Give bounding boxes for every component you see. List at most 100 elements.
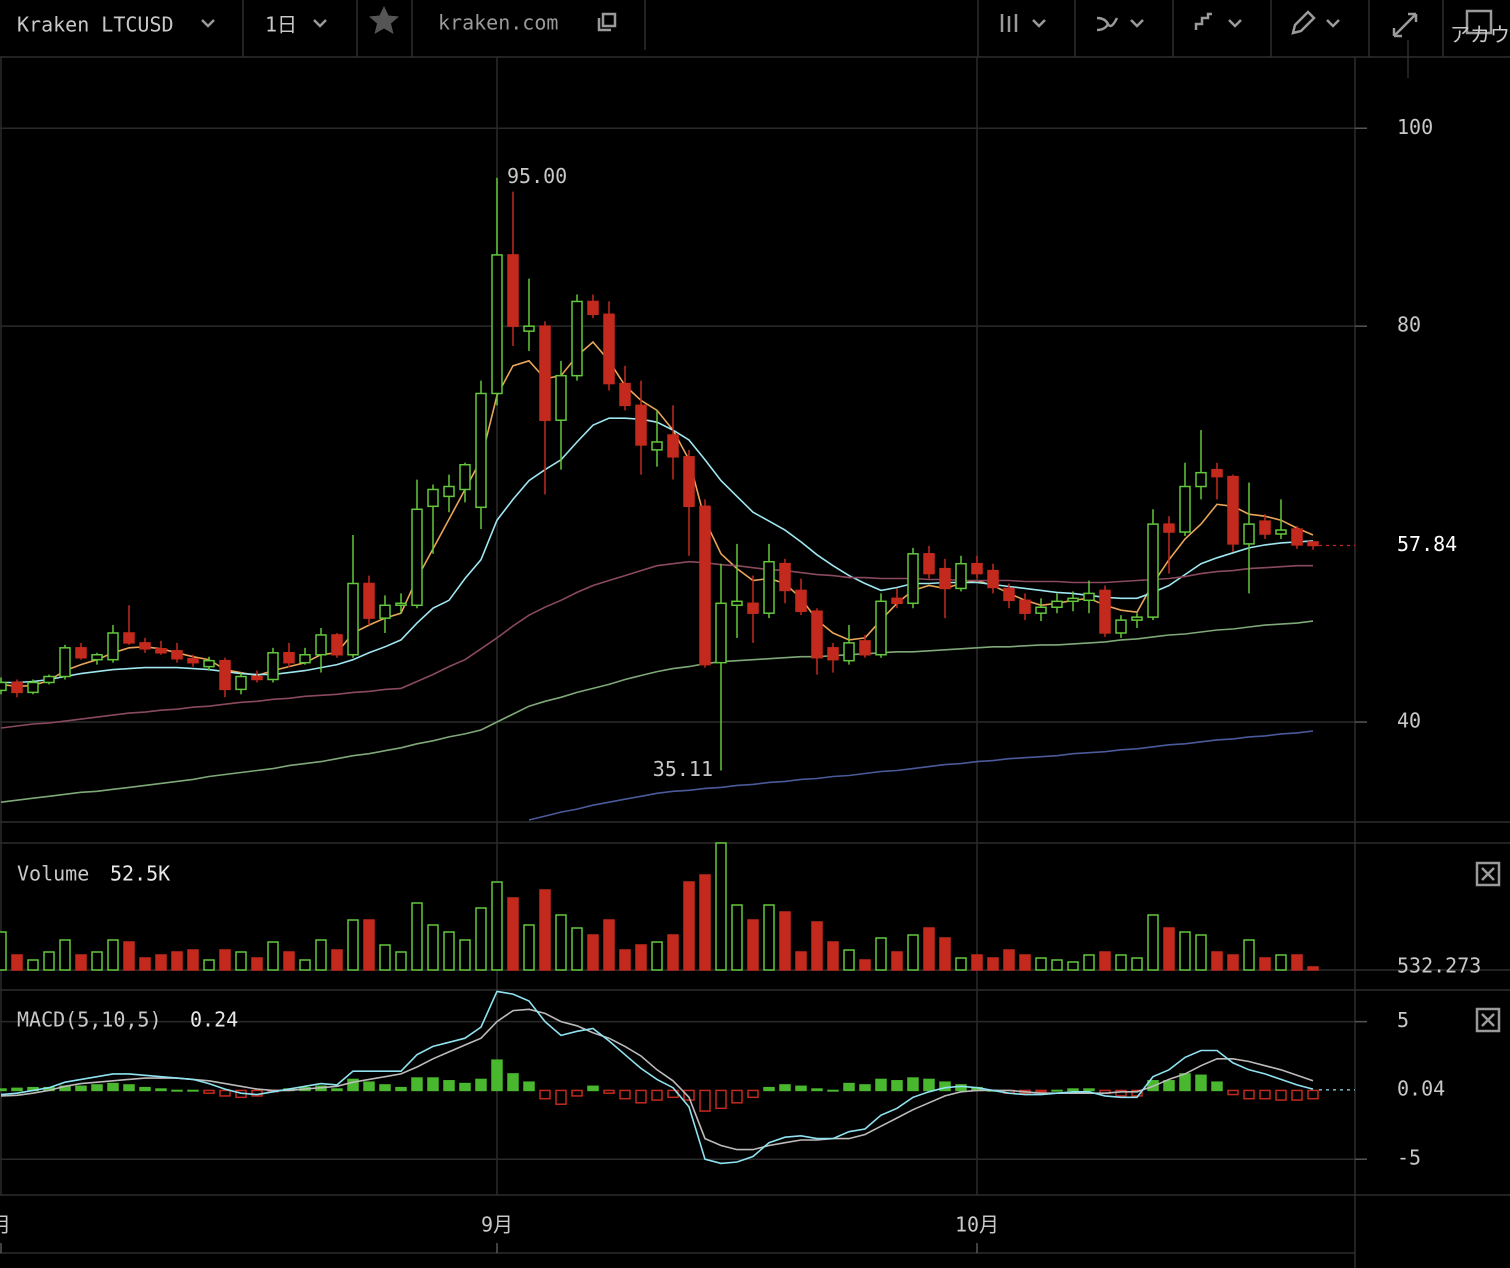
- histogram-bar: [347, 1078, 359, 1092]
- candle-body: [603, 313, 615, 385]
- candle-body: [523, 325, 535, 332]
- candle-body: [555, 374, 567, 421]
- interval-selector[interactable]: 1日: [265, 13, 297, 37]
- candle-body: [811, 610, 823, 659]
- candle-body: [1083, 592, 1095, 602]
- candle-body: [1291, 528, 1303, 546]
- volume-bar: [1307, 966, 1319, 971]
- volume-bar: [907, 934, 919, 971]
- histogram-bar: [699, 1089, 711, 1112]
- candle-body: [347, 582, 359, 656]
- volume-bar: [75, 954, 87, 971]
- moving-average-line: [0, 340, 1314, 688]
- histogram-bar: [1211, 1081, 1223, 1092]
- candle-body: [171, 650, 183, 660]
- candle-body: [1179, 485, 1191, 533]
- candle-body: [187, 657, 199, 664]
- last-price-label: 57.84: [1397, 532, 1457, 556]
- candle-body: [1003, 587, 1015, 602]
- symbol-dropdown-icon[interactable]: [201, 19, 215, 28]
- fullscreen-button[interactable]: [1392, 12, 1418, 38]
- volume-bar: [123, 941, 135, 971]
- candle-body: [1019, 599, 1031, 614]
- candle-body: [971, 562, 983, 575]
- histogram-bar: [171, 1089, 183, 1092]
- candle-body: [1131, 616, 1143, 621]
- histogram-bar: [523, 1081, 535, 1092]
- candle-body: [907, 553, 919, 605]
- candle-body: [539, 325, 551, 421]
- compare-button[interactable]: [1194, 12, 1242, 30]
- volume-bar: [1227, 954, 1239, 971]
- histogram-bar: [923, 1078, 935, 1092]
- candle-body: [635, 404, 647, 446]
- favorite-star[interactable]: [369, 6, 399, 34]
- interval-dropdown-icon[interactable]: [313, 19, 327, 28]
- chart-style-button[interactable]: [1000, 14, 1046, 32]
- histogram-bar: [1275, 1089, 1287, 1101]
- histogram-bar: [91, 1084, 103, 1092]
- candle-body: [1307, 541, 1319, 547]
- macd-value: 0.24: [190, 1008, 238, 1032]
- candle-body: [667, 434, 679, 458]
- candle-body: [43, 675, 55, 684]
- x-tick-label: 月: [0, 1213, 11, 1237]
- histogram-bar: [107, 1082, 119, 1092]
- volume-bar: [1259, 957, 1271, 971]
- histogram-bar: [811, 1088, 823, 1092]
- candle-body: [123, 632, 135, 644]
- candle-body: [1227, 475, 1239, 545]
- volume-bar: [1211, 951, 1223, 971]
- volume-bar: [1067, 961, 1079, 971]
- volume-bar: [459, 939, 471, 971]
- moving-average-line: [0, 560, 1313, 729]
- histogram-bar: [1259, 1089, 1271, 1100]
- indicators-button[interactable]: [1096, 16, 1144, 32]
- drawing-button[interactable]: [1291, 10, 1340, 35]
- volume-bar: [283, 951, 295, 971]
- candle-body: [747, 602, 759, 614]
- volume-bar: [171, 951, 183, 971]
- volume-bar: [507, 897, 519, 971]
- candle-body: [875, 600, 887, 656]
- volume-bar: [155, 954, 167, 971]
- close-macd-button[interactable]: [1475, 1007, 1501, 1033]
- volume-bar: [555, 914, 567, 971]
- candle-body: [939, 567, 951, 590]
- candle-body: [283, 652, 295, 664]
- histogram-bar: [1163, 1080, 1175, 1092]
- volume-bar: [235, 951, 247, 971]
- histogram-bar: [139, 1086, 151, 1092]
- candle-body: [1099, 589, 1111, 634]
- volume-bar: [1083, 954, 1095, 971]
- snapshot-icon[interactable]: [1465, 9, 1493, 35]
- account-menu[interactable]: アカウ: [1450, 23, 1510, 47]
- histogram-bar: [1179, 1073, 1191, 1092]
- histogram-bar: [763, 1086, 775, 1092]
- candle-body: [795, 589, 807, 612]
- volume-bar: [11, 954, 23, 971]
- volume-bar: [1243, 939, 1255, 971]
- y-tick-label: 40: [1397, 709, 1421, 733]
- volume-bar: [1115, 954, 1127, 971]
- copy-icon[interactable]: [597, 12, 617, 32]
- volume-bar: [603, 919, 615, 971]
- volume-bar: [651, 941, 663, 971]
- candle-body: [331, 634, 343, 656]
- volume-bar: [1179, 931, 1191, 971]
- labels-layer: Volume 52.5K 532.273 MACD(5,10,5) 0.24 4…: [0, 115, 1481, 1237]
- candle-body: [1211, 468, 1223, 478]
- candle-body: [475, 392, 487, 509]
- histogram-bar: [11, 1087, 23, 1092]
- volume-bar: [43, 951, 55, 971]
- grid-layer: [0, 57, 1367, 1253]
- volume-bar: [699, 874, 711, 971]
- histogram-bar: [1291, 1089, 1303, 1101]
- close-volume-button[interactable]: [1475, 861, 1501, 887]
- volume-value: 52.5K: [110, 862, 170, 886]
- volume-bar: [203, 959, 215, 971]
- source-link[interactable]: kraken.com: [438, 11, 558, 35]
- candle-body: [59, 647, 71, 678]
- volume-bar: [619, 949, 631, 971]
- symbol-selector[interactable]: Kraken LTCUSD: [17, 13, 174, 37]
